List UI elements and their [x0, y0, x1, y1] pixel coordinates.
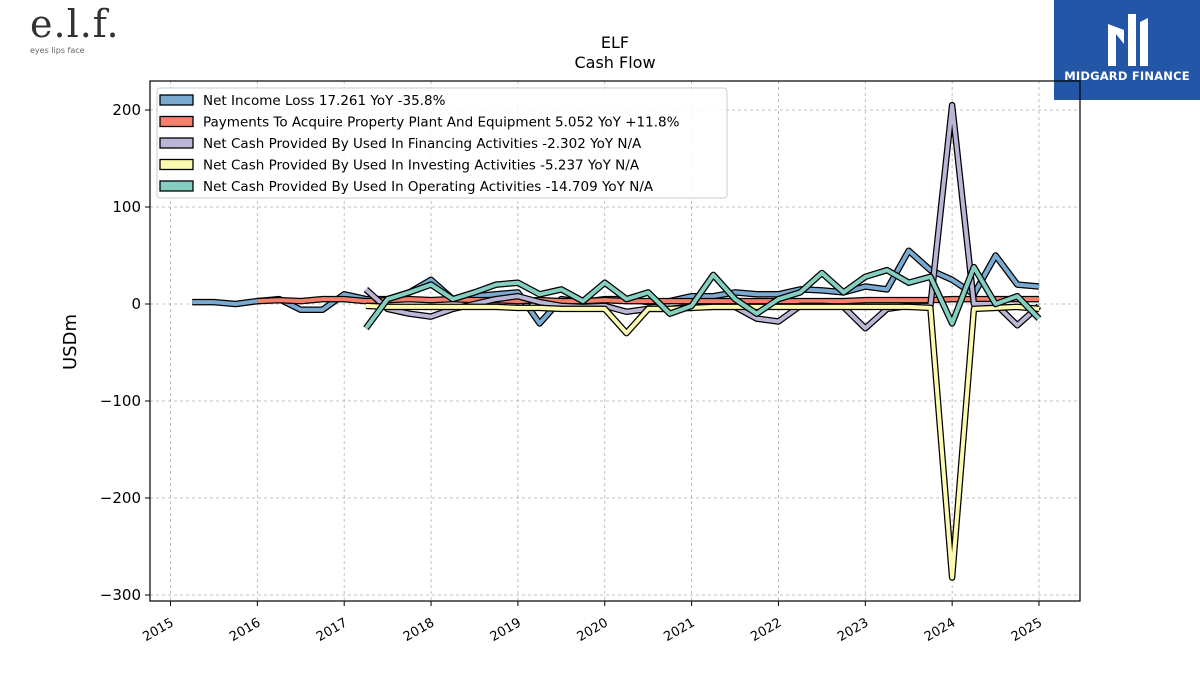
plot-frame	[149, 80, 1081, 602]
legend-swatch-0	[159, 94, 194, 106]
x-tick-label: 2025	[1009, 615, 1045, 645]
legend-swatch-3	[159, 158, 194, 171]
y-tick-label: 200	[112, 101, 141, 119]
x-tick-label: 2022	[748, 615, 784, 645]
series-layer	[192, 101, 1042, 581]
x-tick-label: 2017	[314, 615, 350, 645]
y-axis-ticks: 200 100 0 −100 −200 −300	[100, 101, 150, 604]
legend-swatch-1	[159, 115, 194, 128]
elf-logo-tagline: eyes lips face	[30, 46, 85, 55]
x-tick-label: 2023	[835, 615, 871, 645]
x-axis-ticks: 2015 2016 2017 2018 2019 2020 2021 2022 2023 2024…	[140, 601, 1045, 645]
legend: Net Income Loss 17.261 YoY -35.8% Payment…	[156, 87, 728, 199]
legend-swatch-4	[159, 180, 194, 192]
x-tick-label: 2019	[488, 615, 524, 645]
chart-title: ELF	[601, 33, 629, 52]
y-tick-label: 0	[131, 295, 141, 313]
x-tick-label: 2021	[661, 615, 697, 645]
x-tick-label: 2015	[140, 615, 176, 645]
legend-label-1: Payments To Acquire Property Plant And E…	[203, 115, 680, 131]
x-tick-label: 2018	[401, 615, 437, 645]
legend-label-2: Net Cash Provided By Used In Financing A…	[203, 136, 642, 152]
midgard-finance-name: MIDGARD FINANCE	[1064, 69, 1190, 83]
y-tick-label: −100	[100, 392, 141, 410]
x-tick-label: 2024	[922, 615, 958, 645]
midgard-monogram-icon	[1108, 14, 1148, 66]
chart-subtitle: Cash Flow	[574, 53, 655, 72]
midgard-finance-logo: MIDGARD FINANCE	[1054, 0, 1200, 100]
legend-box	[156, 87, 728, 199]
legend-label-0: Net Income Loss 17.261 YoY -35.8%	[203, 93, 446, 109]
series-line-4	[364, 265, 1041, 330]
x-tick-label: 2020	[575, 615, 611, 645]
y-tick-label: 100	[112, 198, 141, 216]
legend-label-3: Net Cash Provided By Used In Investing A…	[203, 158, 640, 174]
series-line-3	[365, 303, 1040, 580]
series-outline-3	[365, 302, 1040, 581]
x-tick-label: 2016	[227, 615, 263, 645]
y-axis-label: USDm	[60, 314, 81, 370]
legend-swatch-2	[159, 137, 194, 149]
legend-label-4: Net Cash Provided By Used In Operating A…	[203, 179, 654, 195]
y-tick-label: −300	[100, 586, 141, 604]
y-tick-label: −200	[100, 489, 141, 507]
